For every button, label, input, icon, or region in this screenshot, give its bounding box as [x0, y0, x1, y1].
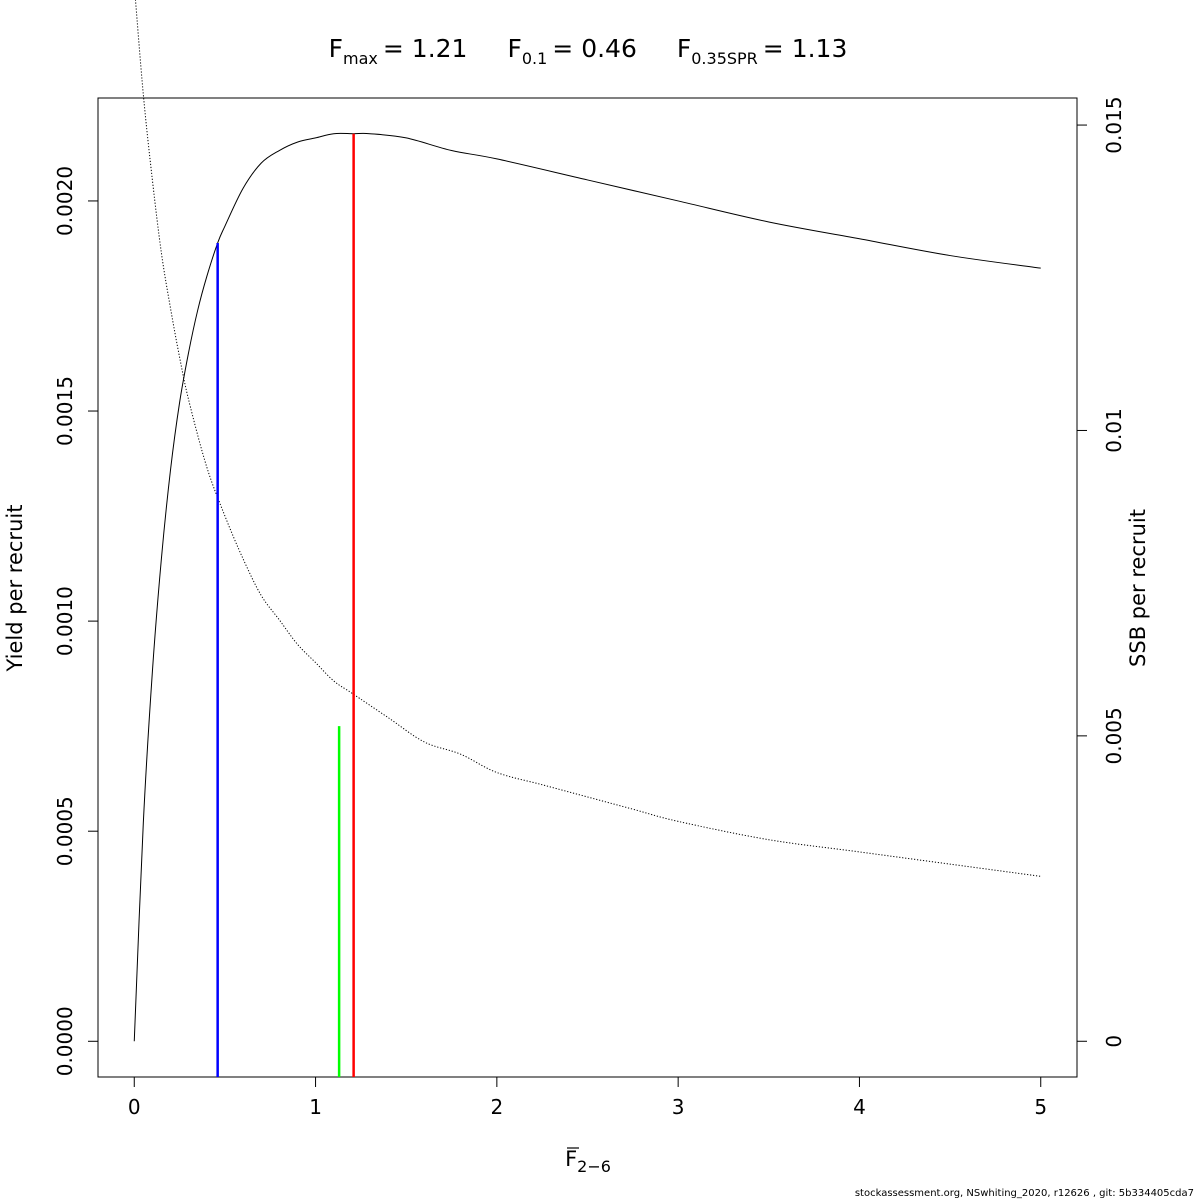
x-tick-label: 3: [672, 1095, 685, 1119]
chart-title: Fmax = 1.21 F0.1 = 0.46 F0.35SPR = 1.13: [329, 34, 848, 68]
title-f01-value: = 0.46: [552, 34, 637, 63]
y2-tick-label: 0.01: [1102, 408, 1126, 453]
title-fspr-sub: 0.35SPR: [691, 49, 758, 68]
x-axis-title-sub: 2−6: [577, 1157, 611, 1176]
y-tick-label: 0.0010: [53, 586, 77, 656]
vline-layer: [216, 133, 355, 1077]
title-f01-sub: 0.1: [522, 49, 547, 68]
title-fmax-symbol: F: [329, 34, 343, 63]
title-fmax-sub: max: [343, 49, 378, 68]
y-axis-title: Yield per recruit: [3, 505, 27, 673]
x-tick-label: 5: [1034, 1095, 1047, 1119]
y2-tick-label: 0.005: [1102, 707, 1126, 764]
title-fspr-symbol: F: [677, 34, 691, 63]
yield-per-recruit-line: [133, 132, 1041, 1042]
y2-tick-label: 0.015: [1102, 96, 1126, 153]
series-layer: [133, 0, 1041, 1042]
y2-tick-label: 0: [1102, 1035, 1126, 1048]
title-fspr-value: = 1.13: [763, 34, 848, 63]
y2-axis-title: SSB per recruit: [1126, 509, 1150, 667]
y-tick-label: 0.0020: [53, 166, 77, 236]
x-tick-label: 2: [490, 1095, 503, 1119]
x-tick-label: 0: [128, 1095, 141, 1119]
ssb-per-recruit-line: [134, 0, 1041, 877]
x-axis-title-symbol: F: [565, 1147, 577, 1171]
plot-frame: [97, 97, 1078, 1078]
y-tick-label: 0.0005: [53, 796, 77, 866]
title-fmax-value: = 1.21: [383, 34, 468, 63]
y-tick-label: 0.0000: [53, 1006, 77, 1076]
x-tick-label: 1: [309, 1095, 322, 1119]
x-tick-label: 4: [853, 1095, 866, 1119]
title-f01-symbol: F: [507, 34, 521, 63]
y-tick-label: 0.0015: [53, 376, 77, 446]
x-axis-title: F2−6: [565, 1147, 611, 1176]
axes-layer: 0 1 2 3 4 5 0.0000 0.0005 0.0010 0.0015 0.0020 0 0.0…: [53, 96, 1126, 1119]
footer-credit: stockassessment.org, NSwhiting_2020, r12…: [855, 1188, 1194, 1199]
